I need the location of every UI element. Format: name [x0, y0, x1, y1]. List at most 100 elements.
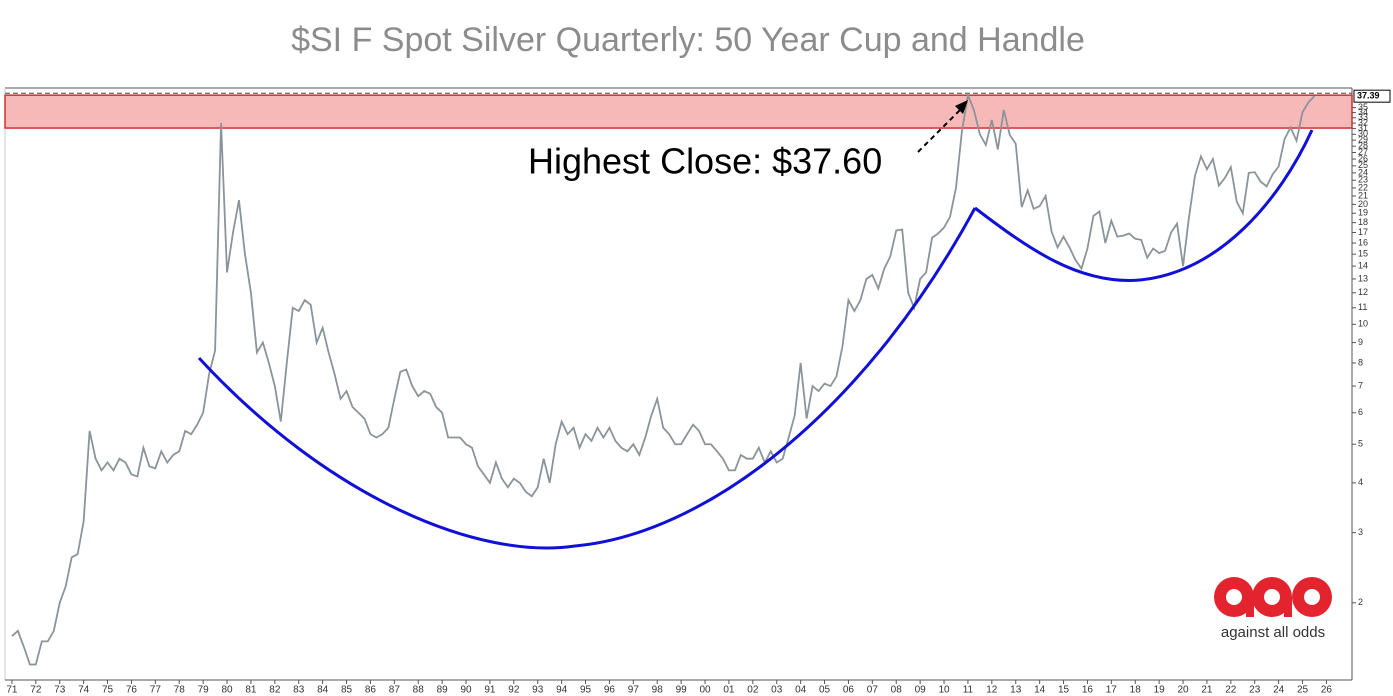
y-tick-label: 14 — [1358, 261, 1368, 271]
y-tick-label: 8 — [1358, 357, 1363, 367]
x-tick-label: 77 — [150, 685, 162, 696]
x-tick-label: 08 — [891, 685, 903, 696]
y-tick-label: 24 — [1358, 167, 1368, 177]
x-tick-label: 96 — [604, 685, 616, 696]
y-tick-label: 13 — [1358, 273, 1368, 283]
x-tick-label: 81 — [245, 685, 257, 696]
y-tick-label: 21 — [1358, 190, 1368, 200]
y-tick-label: 28 — [1358, 141, 1368, 151]
y-tick-label: 25 — [1358, 160, 1368, 170]
highlight-band — [4, 94, 1353, 129]
y-tick-label: 22 — [1358, 182, 1368, 192]
y-tick-label: 31 — [1358, 123, 1368, 133]
y-tick-label: 5 — [1358, 439, 1363, 449]
logo-shape — [1246, 597, 1254, 617]
y-tick-label: 34 — [1358, 107, 1368, 117]
x-tick-label: 97 — [628, 685, 640, 696]
y-tick-label: 23 — [1358, 175, 1368, 185]
y-tick-label: 18 — [1358, 217, 1368, 227]
cup-curve — [197, 207, 977, 550]
x-tick-label: 95 — [580, 685, 592, 696]
x-tick-label: 00 — [699, 685, 711, 696]
x-tick-label: 90 — [460, 685, 472, 696]
y-tick-label: 16 — [1358, 237, 1368, 247]
x-tick-label: 17 — [1106, 685, 1118, 696]
x-tick-label: 79 — [198, 685, 210, 696]
y-tick-label: 2 — [1358, 597, 1363, 607]
x-tick-label: 80 — [221, 685, 233, 696]
x-tick-label: 93 — [532, 685, 544, 696]
x-tick-label: 98 — [652, 685, 664, 696]
x-tick-label: 22 — [1225, 685, 1237, 696]
logo: against all odds — [1214, 577, 1332, 641]
x-tick-label: 99 — [676, 685, 688, 696]
logo-text: against all odds — [1221, 624, 1325, 641]
x-tick-label: 72 — [30, 685, 42, 696]
x-tick-label: 92 — [508, 685, 520, 696]
last-value-label: 37.39 — [1357, 91, 1380, 101]
x-tick-label: 84 — [317, 685, 329, 696]
x-tick-label: 01 — [723, 685, 735, 696]
y-tick-label: 17 — [1358, 227, 1368, 237]
x-tick-label: 26 — [1321, 685, 1333, 696]
x-tick-label: 13 — [1010, 685, 1022, 696]
x-tick-label: 14 — [1034, 685, 1046, 696]
y-tick-label: 12 — [1358, 287, 1368, 297]
y-tick-label: 26 — [1358, 153, 1368, 163]
y-tick-label: 3 — [1358, 527, 1363, 537]
x-tick-label: 05 — [819, 685, 831, 696]
x-tick-label: 07 — [867, 685, 879, 696]
last-value-box — [1353, 89, 1391, 103]
x-tick-label: 09 — [915, 685, 927, 696]
y-tick-label: 11 — [1358, 302, 1367, 312]
y-tick-label: 29 — [1358, 135, 1368, 145]
y-tick-label: 35 — [1358, 102, 1368, 112]
x-tick-label: 86 — [365, 685, 377, 696]
x-tick-label: 74 — [78, 685, 90, 696]
x-tick-label: 89 — [437, 685, 449, 696]
x-tick-label: 03 — [771, 685, 783, 696]
x-tick-label: 25 — [1297, 685, 1309, 696]
x-tick-label: 06 — [843, 685, 855, 696]
y-tick-label: 6 — [1358, 407, 1363, 417]
logo-shape — [1304, 589, 1320, 605]
annotation: Highest Close: $37.60 — [528, 141, 882, 182]
x-tick-label: 19 — [1154, 685, 1166, 696]
handle-curve — [974, 129, 1314, 282]
x-tick-label: 15 — [1058, 685, 1070, 696]
x-tick-label: 76 — [126, 685, 138, 696]
x-tick-label: 73 — [54, 685, 66, 696]
x-tick-label: 85 — [341, 685, 353, 696]
x-tick-label: 94 — [556, 685, 568, 696]
x-tick-label: 23 — [1249, 685, 1261, 696]
x-tick-label: 02 — [747, 685, 759, 696]
y-tick-label: 10 — [1358, 319, 1368, 329]
logo-shape — [1264, 589, 1280, 605]
y-tick-label: 9 — [1358, 337, 1363, 347]
y-tick-label: 32 — [1358, 117, 1368, 127]
chart-title: $SI F Spot Silver Quarterly: 50 Year Cup… — [291, 21, 1085, 59]
x-tick-label: 78 — [174, 685, 186, 696]
x-tick-label: 20 — [1177, 685, 1189, 696]
x-tick-label: 83 — [293, 685, 305, 696]
logo-shape — [1226, 589, 1242, 605]
y-tick-label: 15 — [1358, 249, 1368, 259]
y-tick-label: 30 — [1358, 129, 1368, 139]
y-tick-label: 7 — [1358, 380, 1363, 390]
annotation-arrow — [917, 107, 963, 153]
y-tick-label: 19 — [1358, 208, 1368, 218]
x-tick-label: 16 — [1082, 685, 1094, 696]
arrow-head — [955, 100, 968, 114]
x-tick-label: 11 — [963, 685, 974, 696]
x-tick-label: 71 — [6, 685, 18, 696]
price-line — [11, 91, 1316, 666]
x-tick-label: 12 — [986, 685, 998, 696]
x-tick-label: 24 — [1273, 685, 1285, 696]
x-tick-label: 21 — [1201, 685, 1213, 696]
x-tick-label: 87 — [389, 685, 401, 696]
y-tick-label: 33 — [1358, 112, 1368, 122]
y-tick-label: 27 — [1358, 147, 1368, 157]
logo-shape — [1284, 597, 1292, 617]
